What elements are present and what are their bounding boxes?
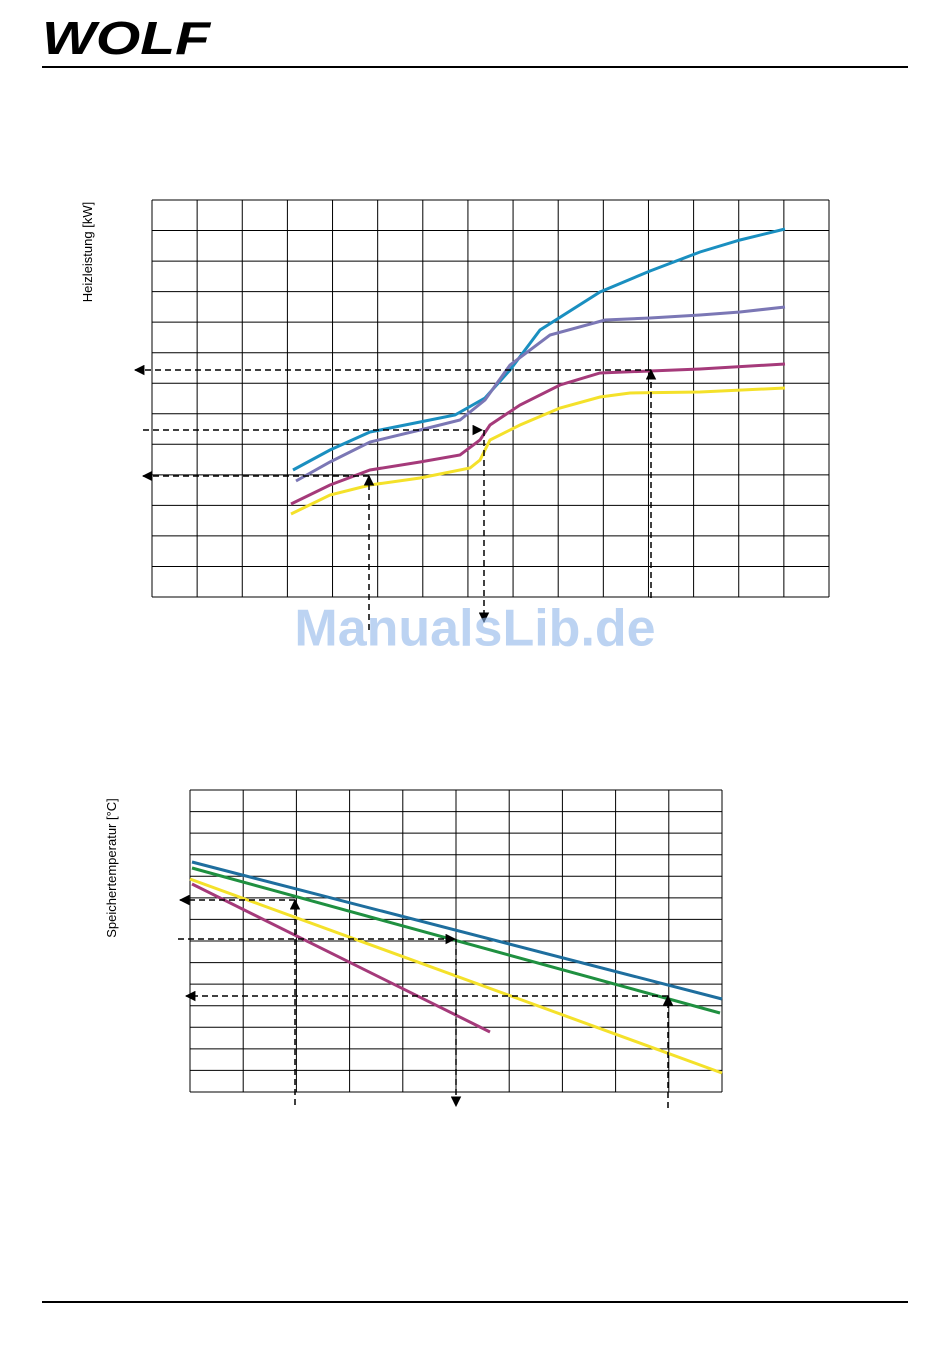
curve [295,305,786,483]
curve [191,860,723,1001]
y-axis-label: Heizleistung [kW] [80,202,95,302]
curve [290,386,786,516]
curve [189,877,723,1075]
y-axis-label: Speichertemperatur [°C] [104,798,119,938]
curve [292,227,786,472]
logo: WOLF [42,12,212,64]
grid [151,199,830,598]
curve [191,882,491,1034]
watermark: ManualsLib.de [294,600,655,658]
